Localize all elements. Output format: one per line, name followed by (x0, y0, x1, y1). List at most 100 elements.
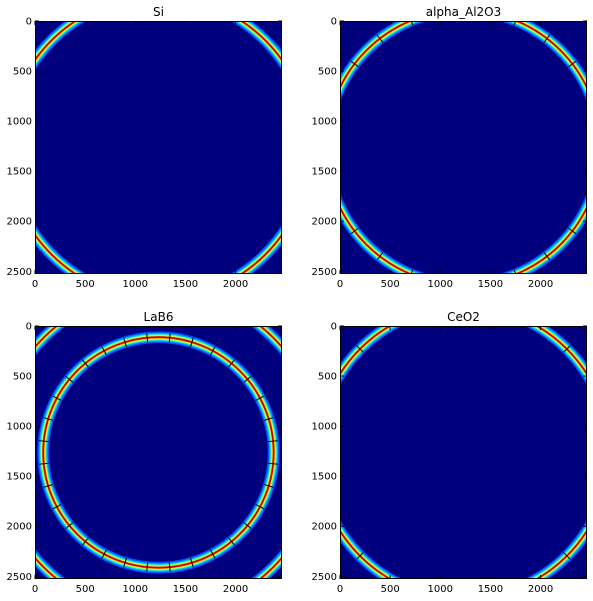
control-point-mark (99, 3, 103, 12)
x-tick-label: 1500 (173, 584, 198, 595)
image-background (340, 326, 587, 579)
control-point-mark (513, 21, 517, 26)
x-tick-label: 0 (337, 584, 343, 595)
control-point-mark (146, 332, 149, 343)
y-tick-label: 0 (26, 17, 32, 28)
control-point-mark (146, 562, 149, 573)
y-tick-label: 1500 (7, 472, 32, 483)
x-tick-label: 1000 (123, 279, 148, 290)
control-point-mark (189, 337, 194, 348)
y-tick-label: 1000 (7, 117, 32, 128)
x-tick-label: 1000 (123, 584, 148, 595)
control-point-mark (38, 440, 49, 443)
control-point-mark (189, 557, 194, 568)
control-point-mark (317, 489, 327, 492)
control-point-mark (38, 462, 49, 465)
axes-frame (35, 326, 282, 579)
control-point-mark (268, 462, 279, 465)
control-point-mark (424, 306, 427, 316)
x-tick-label: 500 (381, 279, 400, 290)
y-tick-label: 0 (331, 322, 337, 333)
control-point-mark (14, 88, 23, 92)
diffraction-ring (37, 331, 280, 574)
control-point-mark (350, 60, 359, 68)
control-point-mark (340, 95, 342, 98)
panel-title: alpha_Al2O3 (426, 5, 502, 19)
y-tick-label: 2500 (312, 267, 337, 278)
diffraction-ring (340, 21, 587, 274)
control-point-mark (356, 345, 364, 353)
control-point-mark (410, 21, 414, 26)
x-tick-label: 0 (32, 584, 38, 595)
control-point-mark (81, 537, 89, 546)
ring-image (340, 21, 587, 274)
control-point-mark (500, 306, 503, 316)
control-point-mark (101, 346, 107, 356)
control-point-mark (43, 483, 54, 488)
control-point-mark (14, 203, 23, 207)
control-point-mark (227, 359, 236, 368)
control-point-mark (168, 562, 171, 573)
control-point-mark (101, 549, 107, 559)
control-point-mark (168, 332, 171, 343)
control-point-mark (294, 88, 303, 92)
control-point-mark (81, 359, 89, 368)
control-point-mark (209, 346, 216, 356)
panel-title: CeO2 (447, 310, 480, 324)
image-background (35, 326, 282, 579)
control-point-mark (563, 552, 571, 560)
y-tick-label: 500 (13, 67, 32, 78)
x-tick-label: 0 (337, 279, 343, 290)
y-tick-label: 2000 (312, 522, 337, 533)
image-background (340, 21, 587, 274)
control-point-mark (94, 298, 98, 307)
control-point-mark (376, 34, 384, 43)
y-tick-label: 500 (318, 67, 337, 78)
control-point-mark (263, 417, 274, 421)
panel-title: Si (153, 5, 164, 19)
x-tick-label: 500 (76, 584, 95, 595)
control-point-mark (52, 395, 62, 401)
diffraction-ring (317, 306, 587, 599)
control-point-mark (513, 269, 517, 274)
control-point-mark (356, 552, 364, 560)
control-point-mark (304, 388, 313, 392)
panel-title: LaB6 (144, 310, 174, 324)
control-point-mark (563, 345, 571, 353)
y-tick-label: 1500 (312, 472, 337, 483)
control-point-mark (568, 60, 577, 68)
y-tick-label: 1500 (7, 167, 32, 178)
control-point-mark (65, 521, 74, 530)
control-point-mark (52, 503, 62, 510)
control-point-mark (317, 413, 327, 416)
panel-2: alpha_Al2O3 0 500 1000 1500 2000 0 500 1000 1500 2… (312, 5, 587, 290)
control-point-mark (227, 537, 236, 546)
control-point-mark (424, 589, 427, 599)
x-tick-label: 2000 (528, 279, 553, 290)
panel-4: CeO2 0 500 1000 1500 2000 0 500 1000 1500 2000 2500 (312, 306, 587, 599)
control-point-mark (255, 395, 265, 401)
control-point-mark (219, 298, 223, 307)
control-point-mark (268, 440, 279, 443)
control-point-mark (43, 417, 54, 421)
control-point-mark (214, 283, 218, 292)
control-point-mark (99, 283, 103, 292)
y-tick-label: 1000 (312, 422, 337, 433)
control-point-mark (263, 483, 274, 488)
x-tick-label: 1000 (428, 584, 453, 595)
control-point-mark (294, 203, 303, 207)
x-tick-label: 1500 (478, 279, 503, 290)
panel-3: LaB6 0 500 1000 1500 2000 0 500 1000 1500 2000 2500 (7, 298, 313, 595)
y-tick-label: 0 (331, 17, 337, 28)
axes-frame (340, 326, 587, 579)
y-tick-label: 500 (13, 372, 32, 383)
control-point-mark (350, 227, 359, 235)
control-point-mark (243, 375, 252, 383)
axes-frame (340, 21, 587, 274)
y-tick-label: 1500 (312, 167, 337, 178)
y-tick-label: 2000 (7, 217, 32, 228)
x-tick-label: 0 (32, 279, 38, 290)
x-tick-label: 2000 (223, 279, 248, 290)
y-tick-label: 2500 (7, 572, 32, 583)
